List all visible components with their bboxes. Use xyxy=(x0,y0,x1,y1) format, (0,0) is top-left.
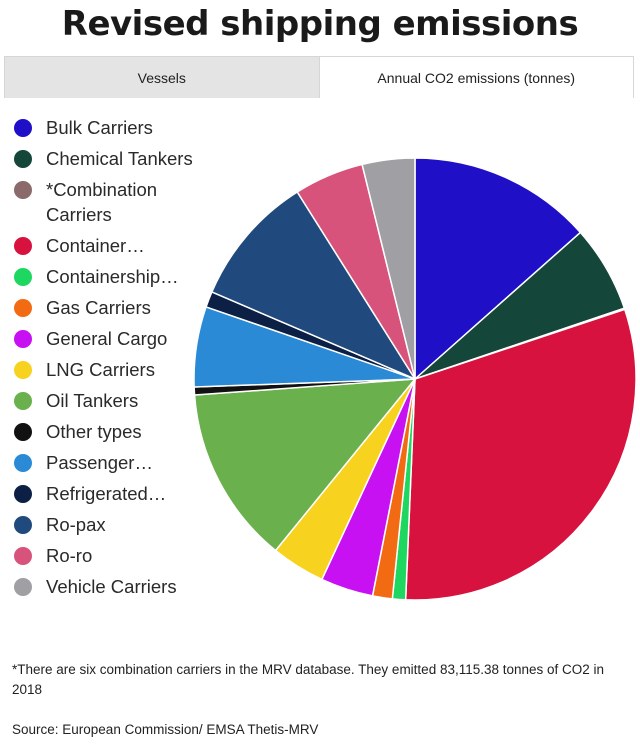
legend-item[interactable]: Refrigerated… xyxy=(14,482,194,507)
legend-swatch xyxy=(14,360,32,379)
legend-swatch xyxy=(14,546,32,565)
legend-swatch xyxy=(14,267,32,286)
footnote: *There are six combination carriers in t… xyxy=(12,662,605,697)
legend-item[interactable]: General Cargo xyxy=(14,327,194,352)
chart-title: Revised shipping emissions xyxy=(61,4,579,44)
legend-item[interactable]: Oil Tankers xyxy=(14,389,194,414)
legend-swatch xyxy=(14,119,32,137)
legend-item[interactable]: Vehicle Carriers xyxy=(14,575,194,600)
tab-bar: Vessels Annual CO2 emissions (tonnes) xyxy=(4,56,634,98)
legend-swatch xyxy=(14,298,32,317)
pie-slice[interactable] xyxy=(414,157,582,380)
legend-item[interactable]: Ro-ro xyxy=(14,544,194,569)
legend-swatch xyxy=(14,453,32,472)
pie-slice[interactable] xyxy=(361,157,416,380)
chart-legend: Bulk Carriers Chemical Tankers *Combinatio… xyxy=(14,116,194,606)
pie-slice[interactable] xyxy=(404,308,637,601)
legend-item[interactable]: LNG Carriers xyxy=(14,358,194,383)
legend-swatch xyxy=(14,391,32,410)
legend-item[interactable]: Gas Carriers xyxy=(14,296,194,321)
legend-swatch xyxy=(14,150,32,168)
pie-slice[interactable] xyxy=(193,378,416,552)
legend-item[interactable]: Containership… xyxy=(14,265,194,290)
legend-item[interactable]: Ro-pax xyxy=(14,513,194,538)
tab-vessels[interactable]: Vessels xyxy=(5,57,320,98)
legend-item[interactable]: Chemical Tankers xyxy=(14,147,194,172)
legend-swatch xyxy=(14,422,32,441)
legend-item[interactable]: *Combination Carriers xyxy=(14,178,194,227)
tab-annual-co2-emissions[interactable]: Annual CO2 emissions (tonnes) xyxy=(319,57,633,98)
legend-swatch xyxy=(14,329,32,348)
legend-swatch xyxy=(14,236,32,255)
legend-swatch xyxy=(14,577,32,596)
pie-slice[interactable] xyxy=(211,191,416,380)
legend-item[interactable]: Passenger… xyxy=(14,451,194,476)
legend-item[interactable]: Container… xyxy=(14,234,194,259)
legend-swatch xyxy=(14,181,32,199)
legend-swatch xyxy=(14,515,32,534)
legend-item[interactable]: Bulk Carriers xyxy=(14,116,194,141)
legend-label: *Combination Carriers xyxy=(46,179,158,225)
legend-item[interactable]: Other types xyxy=(14,420,194,445)
legend-swatch xyxy=(14,484,32,503)
source-note: Source: European Commission/ EMSA Thetis… xyxy=(12,722,319,737)
legend-label: Chemical Tankers xyxy=(46,148,193,169)
